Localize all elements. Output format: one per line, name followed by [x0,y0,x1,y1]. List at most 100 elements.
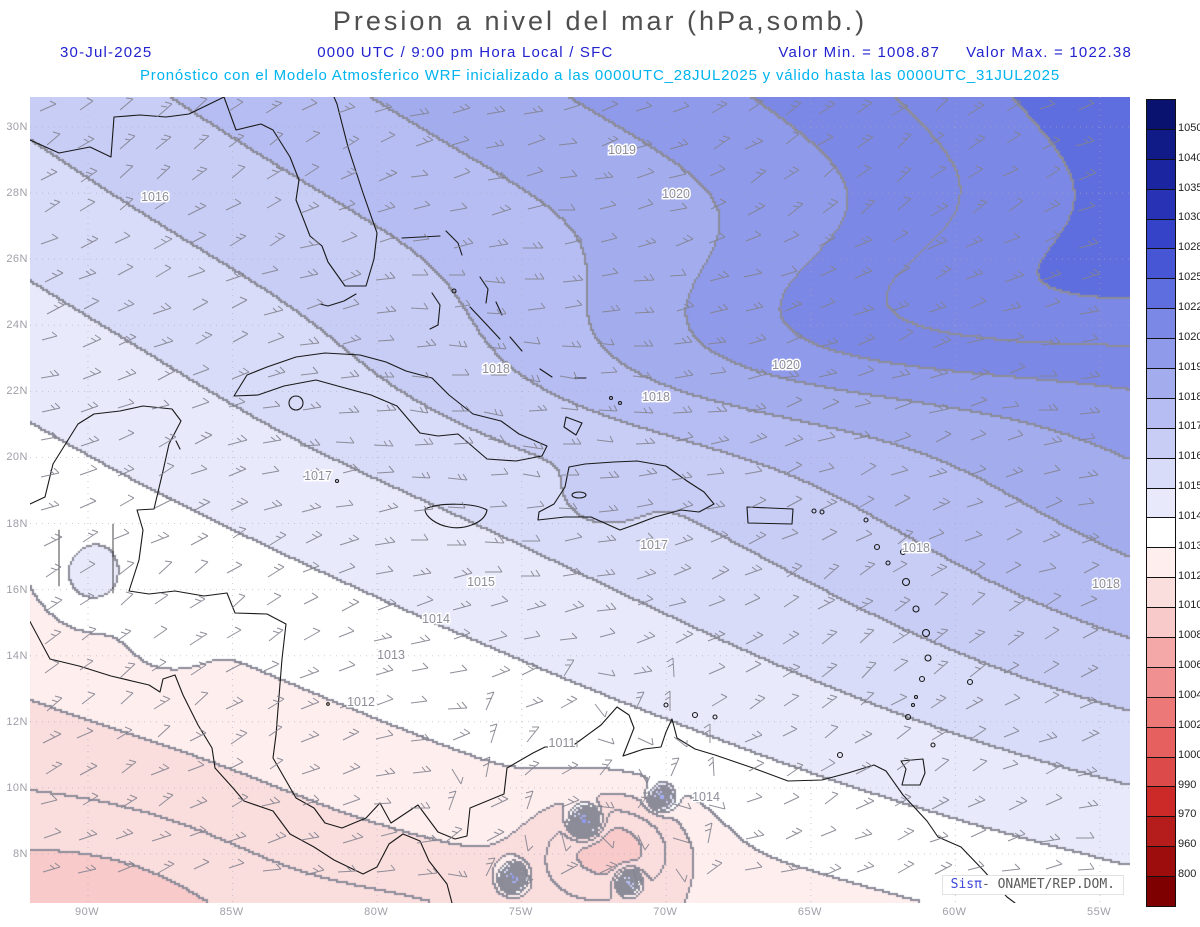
colorbar-cell [1147,667,1175,698]
contour-label: 1017 [640,538,668,552]
island-st-kitts [873,543,881,551]
colorbar-cell [1147,339,1175,370]
island-bonaire [712,714,718,720]
map-overlay: 1016 1019 1020 1020 1018 1018 1017 1017 1015 1014… [30,97,1130,903]
colorbar-cell [1147,578,1175,609]
island-st-vincent [918,675,926,683]
island-grand-cayman [334,478,340,484]
island-gonave [571,491,587,499]
lat-tick-label: 14N [6,649,28,662]
lon-tick-label: 90W [75,906,100,918]
island-san-andres [326,702,330,706]
coast-jamaica [424,503,488,529]
coast-pacific [30,620,453,903]
colorbar-labels: 1050 1040 1035 1030 1028 1025 1022 1020 1019 1018… [1178,99,1200,905]
island-margarita [836,751,844,759]
island-caicos [617,400,623,406]
island-grenadines-2 [910,702,916,708]
contour-label: 1020 [772,358,800,372]
lat-tick-label: 26N [6,253,28,266]
colorbar-cell [1147,608,1175,639]
lat-tick-label: 12N [6,715,28,728]
island-martinique [921,628,931,638]
page-title: Presion a nivel del mar (hPa,somb.) [332,6,868,36]
lat-lon-grid [30,97,1130,903]
watermark: Sisπ- ONAMET/REP.DOM. [941,875,1124,895]
colorbar-cell [1147,518,1175,549]
colorbar-tick-label: 1030 [1178,211,1200,224]
contour-label: 1020 [662,187,690,201]
lon-tick-label: 85W [219,906,244,918]
coastlines [30,97,1016,903]
colorbar-cell [1147,638,1175,668]
island-montserrat [885,560,891,566]
lon-tick-label: 60W [942,906,967,918]
contour-label: 1014 [692,790,720,804]
contour-label: 1015 [467,575,495,589]
colorbar-tick-label: 1000 [1178,748,1200,761]
colorbar-cell [1147,189,1175,220]
colorbar-cell [1147,219,1175,250]
colorbar-tick-label: 960 [1178,838,1197,851]
contour-label: 1012 [347,695,375,709]
colorbar-tick-label: 1014 [1178,509,1200,522]
colorbar-tick-label: 1040 [1178,151,1200,164]
colorbar-cell [1147,877,1175,907]
colorbar-cell [1147,488,1175,519]
island-cozumel [175,440,181,450]
colorbar-tick-label: 800 [1178,868,1197,881]
colorbar-tick-label: 1018 [1178,390,1200,403]
island-trinidad [900,758,926,786]
colorbar-cell [1147,817,1175,848]
lon-tick-label: 65W [797,906,822,918]
min-value: Valor Min. = 1008.87 [778,44,941,61]
wind-barbs [39,97,1101,885]
coast-hispaniola [537,460,715,531]
colorbar-tick-label: 1015 [1178,480,1200,493]
contour-label: 1017 [304,469,332,483]
coast-gulf-north [30,97,225,158]
island-st-lucia [924,654,932,662]
island-virgin-1 [811,508,817,514]
colorbar-tick-label: 1017 [1178,420,1200,433]
colorbar-cell [1147,548,1175,579]
colorbar-cell [1147,369,1175,399]
colorbar-tick-label: 1006 [1178,659,1200,672]
island-guadeloupe [901,577,911,587]
lat-tick-label: 20N [6,451,28,464]
colorbar-cell [1147,129,1175,160]
colorbar-tick-label: 1002 [1178,718,1200,731]
colorbar-cell [1147,100,1175,130]
lon-tick-label: 75W [508,906,533,918]
contour-label: 1011 [549,736,576,750]
colorbar-tick-label: 970 [1178,808,1197,821]
lat-tick-label: 28N [6,187,28,200]
max-value: Valor Max. = 1022.38 [966,44,1132,61]
colorbar-cell [1147,787,1175,818]
contour-label: 1018 [1092,577,1120,591]
colorbar-tick-label: 1008 [1178,629,1200,642]
colorbar-tick-label: 1013 [1178,539,1200,552]
colorbar-tick-label: 1022 [1178,300,1200,313]
island-st-martin [863,517,869,523]
colorbar-tick-label: 1019 [1178,360,1200,373]
valid-date: 30-Jul-2025 [60,44,153,61]
contour-label: 1018 [902,541,930,555]
colorbar-cell [1147,727,1175,758]
island-new-providence [451,288,457,294]
colorbar-tick-label: 990 [1178,778,1197,791]
watermark-brand: Sisπ [950,877,982,892]
lat-tick-label: 16N [6,583,28,596]
coast-florida-keys [319,293,357,307]
colorbar-cell [1147,279,1175,310]
lat-tick-label: 22N [6,385,28,398]
colorbar-cell [1147,249,1175,280]
island-grenadines-1 [913,694,919,700]
valid-time: 0000 UTC / 9:00 pm Hora Local / SFC [317,44,614,61]
colorbar-tick-label: 1050 [1178,121,1200,134]
colorbar-tick-label: 1020 [1178,330,1200,343]
contour-label: 1013 [377,648,405,662]
island-virgin-2 [819,509,825,515]
island-curacao [691,711,699,719]
